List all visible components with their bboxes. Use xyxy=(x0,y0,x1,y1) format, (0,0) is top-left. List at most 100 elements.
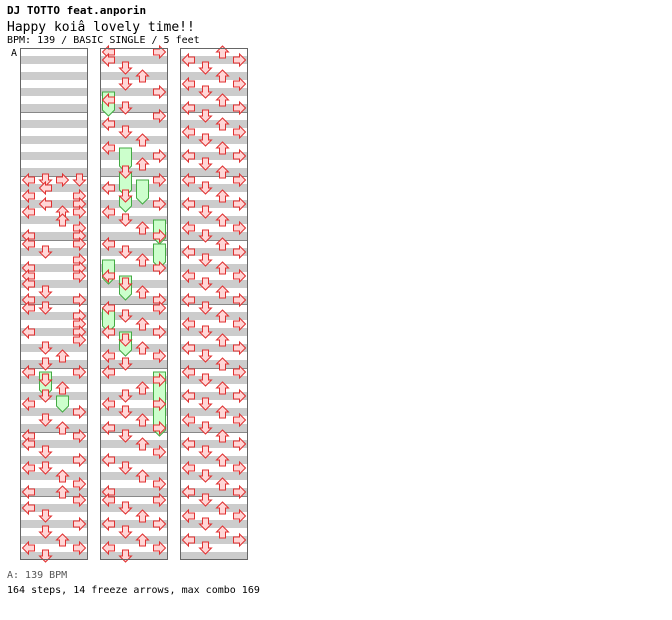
measure-stripe xyxy=(180,136,248,144)
step-arrow xyxy=(181,268,195,284)
measure-stripe xyxy=(100,376,168,384)
step-arrow xyxy=(38,180,52,196)
step-arrow xyxy=(215,93,230,107)
step-arrow xyxy=(38,373,53,387)
step-arrow xyxy=(135,133,150,147)
measure-stripe xyxy=(20,120,88,128)
step-arrow xyxy=(215,117,230,131)
step-arrow xyxy=(101,396,115,412)
measure-stripe xyxy=(20,376,88,384)
step-arrow xyxy=(181,52,195,68)
step-arrow xyxy=(101,516,115,532)
measure-stripe xyxy=(20,424,88,432)
step-arrow xyxy=(135,253,150,267)
step-arrow xyxy=(233,76,247,92)
step-arrow xyxy=(198,229,213,243)
measure-stripe xyxy=(100,216,168,224)
step-arrow xyxy=(135,469,150,483)
step-arrow xyxy=(118,429,133,443)
step-arrow xyxy=(198,205,213,219)
step-arrow xyxy=(153,196,167,212)
step-arrow xyxy=(55,469,70,483)
step-arrow xyxy=(56,172,70,188)
measure-stripe xyxy=(180,56,248,64)
step-arrow xyxy=(233,292,247,308)
measure-stripe xyxy=(180,104,248,112)
step-arrow xyxy=(215,405,230,419)
measure-stripe xyxy=(100,152,168,160)
measure-stripe xyxy=(20,536,88,544)
step-arrow xyxy=(38,301,53,315)
step-arrow xyxy=(73,492,87,508)
measure-stripe xyxy=(100,440,168,448)
measure-stripe xyxy=(20,168,88,176)
step-arrow xyxy=(21,236,35,252)
step-arrow xyxy=(73,236,87,252)
step-arrow xyxy=(73,476,87,492)
step-arrow xyxy=(21,204,35,220)
step-arrow xyxy=(198,133,213,147)
measure-stripe xyxy=(20,504,88,512)
step-arrow xyxy=(181,76,195,92)
measure-stripe xyxy=(20,152,88,160)
measure-stripe xyxy=(20,136,88,144)
step-arrow xyxy=(153,540,167,556)
step-arrow xyxy=(198,349,213,363)
step-arrow xyxy=(118,277,133,291)
measure-stripe xyxy=(20,312,88,320)
step-arrow xyxy=(215,141,230,155)
step-arrow xyxy=(135,509,150,523)
measure-stripe xyxy=(20,56,88,64)
step-arrow xyxy=(215,477,230,491)
measure-stripe xyxy=(100,392,168,400)
step-arrow xyxy=(101,180,115,196)
freeze-arrow xyxy=(56,395,69,413)
song-artist: DJ TOTTO feat.anporin xyxy=(7,4,147,17)
step-arrow xyxy=(153,84,167,100)
step-arrow xyxy=(233,52,247,68)
step-arrow xyxy=(198,493,213,507)
measure-stripe xyxy=(100,328,168,336)
step-arrow xyxy=(181,484,195,500)
measure-stripe xyxy=(20,472,88,480)
step-arrow xyxy=(38,357,53,371)
measure-stripe xyxy=(180,376,248,384)
step-arrow xyxy=(101,236,115,252)
step-arrow xyxy=(233,436,247,452)
measure-stripe xyxy=(180,456,248,464)
step-arrow xyxy=(215,333,230,347)
step-arrow xyxy=(233,220,247,236)
step-arrow xyxy=(101,492,115,508)
measure-stripe xyxy=(100,200,168,208)
step-arrow xyxy=(233,388,247,404)
step-arrow xyxy=(153,492,167,508)
step-arrow xyxy=(233,148,247,164)
song-title: Happy koiâ lovely time!! xyxy=(7,20,195,35)
step-arrow xyxy=(233,316,247,332)
step-arrow xyxy=(153,228,167,244)
step-arrow xyxy=(181,172,195,188)
step-arrow xyxy=(181,364,195,380)
step-arrow xyxy=(215,69,230,83)
step-arrow xyxy=(21,396,35,412)
step-arrow xyxy=(181,388,195,404)
step-arrow xyxy=(181,340,195,356)
measure-stripe xyxy=(20,280,88,288)
step-arrow xyxy=(101,348,115,364)
step-arrow xyxy=(198,421,213,435)
measure-stripe xyxy=(180,344,248,352)
step-arrow xyxy=(215,501,230,515)
step-arrow xyxy=(73,516,87,532)
measure-stripe xyxy=(180,232,248,240)
step-arrow xyxy=(73,364,87,380)
step-arrow xyxy=(153,372,167,388)
chart-info: BPM: 139 / BASIC SINGLE / 5 feet xyxy=(7,35,200,46)
step-arrow xyxy=(101,300,115,316)
step-arrow xyxy=(38,341,53,355)
step-arrow xyxy=(198,301,213,315)
step-arrow xyxy=(73,268,87,284)
step-arrow xyxy=(55,349,70,363)
step-arrow xyxy=(198,181,213,195)
step-arrow xyxy=(153,396,167,412)
step-arrow xyxy=(215,357,230,371)
